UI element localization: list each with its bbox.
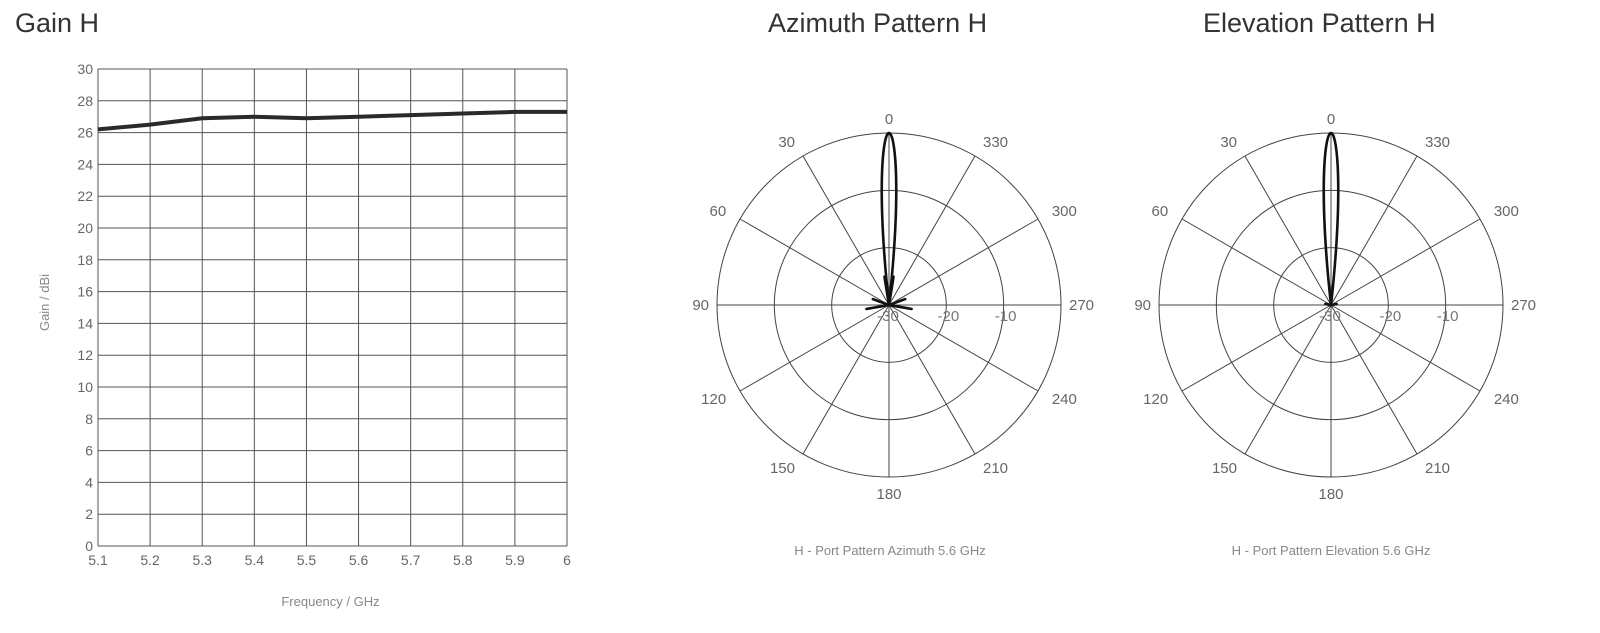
polar-radial-label: -30 bbox=[1319, 308, 1341, 325]
elevation-chart-title: Elevation Pattern H bbox=[1203, 8, 1436, 38]
x-tick-label: 5.6 bbox=[349, 552, 369, 568]
polar-angle-label: 30 bbox=[1220, 134, 1237, 151]
polar-angle-label: 60 bbox=[709, 203, 726, 220]
polar-spoke bbox=[1330, 304, 1481, 392]
polar-spoke bbox=[888, 155, 976, 306]
polar-angle-label: 120 bbox=[701, 391, 726, 408]
y-tick-label: 26 bbox=[77, 125, 93, 141]
polar-angle-label: 330 bbox=[983, 134, 1008, 151]
polar-angle-label: 90 bbox=[1134, 297, 1151, 314]
polar-angle-label: 180 bbox=[876, 486, 901, 503]
polar-angle-label: 120 bbox=[1143, 391, 1168, 408]
x-tick-label: 5.2 bbox=[140, 552, 160, 568]
x-tick-label: 5.3 bbox=[192, 552, 212, 568]
polar-angle-label: 180 bbox=[1318, 486, 1343, 503]
x-tick-label: 5.7 bbox=[401, 552, 421, 568]
polar-angle-label: 240 bbox=[1052, 391, 1077, 408]
polar-radial-label: -20 bbox=[1379, 308, 1401, 325]
polar-spoke bbox=[1330, 304, 1418, 455]
polar-radial-label: -30 bbox=[877, 308, 899, 325]
polar-radial-label: -10 bbox=[995, 308, 1017, 325]
polar-angle-label: 300 bbox=[1052, 203, 1077, 220]
y-tick-label: 16 bbox=[77, 284, 93, 300]
polar-angle-label: 0 bbox=[1327, 111, 1335, 128]
gain-chart-title: Gain H bbox=[15, 8, 100, 38]
polar-spoke bbox=[1244, 155, 1332, 306]
polar-spoke bbox=[1330, 218, 1481, 306]
x-tick-label: 5.1 bbox=[88, 552, 108, 568]
polar-spoke bbox=[739, 304, 890, 392]
y-tick-label: 14 bbox=[77, 315, 93, 331]
x-tick-label: 6 bbox=[563, 552, 571, 568]
y-tick-label: 0 bbox=[85, 538, 93, 554]
polar-spoke bbox=[802, 304, 890, 455]
y-tick-label: 10 bbox=[77, 379, 93, 395]
radiation-pattern-trace bbox=[865, 131, 913, 311]
polar-angle-label: 90 bbox=[692, 297, 709, 314]
x-tick-label: 5.4 bbox=[245, 552, 265, 568]
y-tick-label: 8 bbox=[85, 411, 93, 427]
azimuth-chart-title: Azimuth Pattern H bbox=[768, 8, 988, 38]
polar-spoke bbox=[1330, 155, 1418, 306]
polar-angle-label: 150 bbox=[770, 460, 795, 477]
polar-radial-label: -20 bbox=[937, 308, 959, 325]
y-tick-label: 20 bbox=[77, 220, 93, 236]
elevation-caption: H - Port Pattern Elevation 5.6 GHz bbox=[1231, 543, 1431, 558]
y-tick-label: 18 bbox=[77, 252, 93, 268]
polar-radial-label: -10 bbox=[1437, 308, 1459, 325]
x-axis-label: Frequency / GHz bbox=[281, 594, 379, 609]
polar-angle-label: 210 bbox=[983, 460, 1008, 477]
polar-angle-label: 0 bbox=[885, 111, 893, 128]
polar-spoke bbox=[739, 218, 890, 306]
polar-spoke bbox=[1244, 304, 1332, 455]
x-tick-label: 5.8 bbox=[453, 552, 473, 568]
polar-angle-label: 300 bbox=[1494, 203, 1519, 220]
polar-spoke bbox=[888, 218, 1039, 306]
y-tick-label: 30 bbox=[77, 61, 93, 77]
polar-angle-label: 150 bbox=[1212, 460, 1237, 477]
polar-angle-label: 270 bbox=[1069, 297, 1094, 314]
polar-spoke bbox=[888, 304, 976, 455]
y-tick-label: 4 bbox=[85, 474, 93, 490]
polar-angle-label: 60 bbox=[1151, 203, 1168, 220]
x-tick-label: 5.9 bbox=[505, 552, 525, 568]
polar-angle-label: 210 bbox=[1425, 460, 1450, 477]
y-tick-label: 28 bbox=[77, 93, 93, 109]
polar-spoke bbox=[1181, 304, 1332, 392]
radiation-pattern-trace bbox=[1322, 131, 1340, 307]
polar-angle-label: 240 bbox=[1494, 391, 1519, 408]
azimuth-caption: H - Port Pattern Azimuth 5.6 GHz bbox=[794, 543, 986, 558]
y-tick-label: 24 bbox=[77, 156, 93, 172]
polar-angle-label: 270 bbox=[1511, 297, 1536, 314]
polar-spoke bbox=[802, 155, 890, 306]
y-tick-label: 2 bbox=[85, 506, 93, 522]
y-tick-label: 12 bbox=[77, 347, 93, 363]
x-tick-label: 5.5 bbox=[297, 552, 317, 568]
y-tick-label: 22 bbox=[77, 188, 93, 204]
polar-spoke bbox=[1181, 218, 1332, 306]
gain-series-line bbox=[97, 109, 567, 132]
y-axis-label: Gain / dBi bbox=[37, 274, 52, 331]
y-tick-label: 6 bbox=[85, 443, 93, 459]
polar-angle-label: 30 bbox=[778, 134, 795, 151]
polar-angle-label: 330 bbox=[1425, 134, 1450, 151]
polar-spoke bbox=[888, 304, 1039, 392]
